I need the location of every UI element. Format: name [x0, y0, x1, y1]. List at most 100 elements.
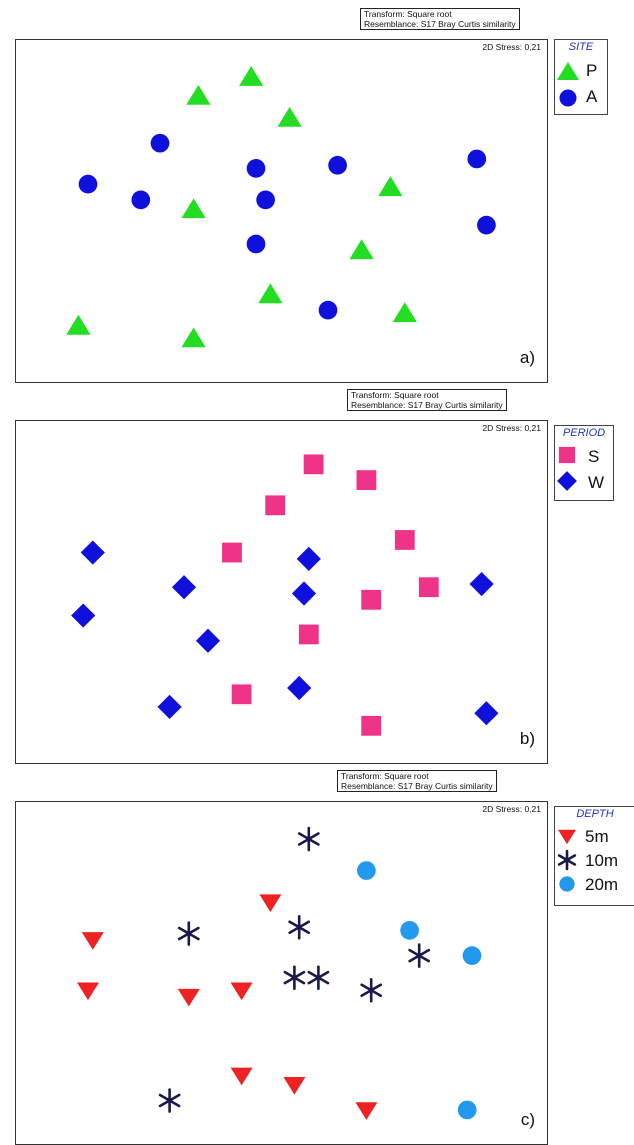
transform-text: Transform: Square root [351, 390, 439, 400]
point-5m [283, 1077, 306, 1095]
legend-marker-p [557, 62, 579, 80]
legend-marker-20m [559, 876, 575, 892]
point-5m [77, 982, 99, 1001]
point-w [291, 581, 317, 606]
transform-box: Transform: Square root Resemblance: S17 … [360, 8, 520, 30]
point-w [474, 701, 499, 726]
stress-label: 2D Stress: 0,21 [482, 42, 541, 52]
point-10m [408, 943, 431, 968]
point-p [392, 302, 417, 323]
point-a [256, 190, 275, 210]
point-w [80, 540, 105, 565]
legend-label-5m: 5m [585, 827, 609, 846]
legend-marker-5m [558, 829, 576, 845]
resemblance-text: Resemblance: S17 Bray Curtis similarity [364, 19, 516, 29]
point-w [195, 628, 221, 653]
plot-area: 2D Stress: 0,21 b) [15, 420, 548, 764]
panel-a: Transform: Square root Resemblance: S17 … [0, 0, 634, 383]
legend-title: PERIOD [562, 427, 606, 439]
point-s [394, 530, 415, 550]
point-p [66, 314, 91, 335]
point-10m [307, 965, 330, 990]
point-a [318, 300, 338, 320]
point-w [71, 603, 96, 628]
point-s [222, 542, 242, 563]
point-p [277, 107, 302, 127]
point-20m [462, 946, 482, 965]
point-s [303, 454, 324, 475]
legend-label-a: A [586, 87, 598, 106]
point-p [258, 283, 283, 304]
point-w [296, 546, 321, 571]
point-5m [230, 1067, 253, 1086]
point-p [181, 198, 206, 219]
point-5m [230, 982, 253, 1001]
point-s [265, 495, 286, 516]
plot-area: 2D Stress: 0,21 a) [15, 39, 548, 383]
transform-box: Transform: Square root Resemblance: S17 … [337, 770, 497, 792]
point-p [239, 66, 264, 86]
transform-box: Transform: Square root Resemblance: S17 … [347, 389, 507, 411]
point-w [469, 571, 494, 597]
transform-text: Transform: Square root [341, 771, 429, 781]
legend-label-w: W [588, 473, 605, 492]
point-10m [283, 965, 306, 990]
resemblance-text: Resemblance: S17 Bray Curtis similarity [341, 781, 493, 791]
point-a [477, 215, 496, 235]
panel-label: b) [519, 729, 535, 748]
point-p [349, 239, 374, 260]
panel-label: a) [519, 348, 535, 367]
panel-b: Transform: Square root Resemblance: S17 … [0, 381, 634, 764]
scatter-layer [77, 826, 577, 1120]
legend-marker-10m [557, 849, 577, 871]
point-p [378, 176, 403, 197]
legend-marker-s [558, 446, 576, 464]
point-s [361, 715, 382, 736]
point-p [181, 327, 206, 348]
plot-area: 2D Stress: 0,21 c) [15, 801, 548, 1145]
point-5m [259, 894, 282, 912]
point-5m [81, 932, 104, 950]
point-a [246, 159, 266, 178]
stress-label: 2D Stress: 0,21 [482, 423, 541, 433]
point-s [418, 577, 439, 598]
panel-c: Transform: Square root Resemblance: S17 … [0, 762, 634, 1145]
point-a [131, 190, 151, 210]
point-a [150, 133, 170, 153]
point-s [361, 589, 382, 610]
point-p [186, 84, 211, 105]
point-a [78, 174, 98, 194]
point-10m [288, 914, 311, 940]
point-20m [457, 1100, 477, 1120]
point-10m [297, 826, 320, 852]
stress-label: 2D Stress: 0,21 [482, 804, 541, 814]
point-20m [357, 861, 376, 880]
scatter-layer [66, 62, 579, 348]
legend-title: DEPTH [576, 808, 614, 820]
point-a [467, 149, 487, 169]
legend: SITE P A [554, 39, 608, 115]
point-w [157, 694, 182, 719]
point-s [356, 470, 377, 490]
legend-title: SITE [568, 41, 594, 53]
point-20m [400, 921, 419, 940]
point-10m [177, 921, 200, 946]
legend-label-10m: 10m [585, 851, 619, 870]
point-10m [360, 977, 383, 1003]
point-s [231, 684, 252, 705]
scatter-layer [71, 446, 577, 736]
point-5m [355, 1102, 378, 1120]
panel-label: c) [520, 1110, 535, 1129]
point-10m [158, 1088, 181, 1113]
legend-marker-w [557, 471, 577, 491]
point-w [171, 575, 197, 600]
resemblance-text: Resemblance: S17 Bray Curtis similarity [351, 400, 503, 410]
point-s [298, 624, 319, 645]
point-a [328, 155, 347, 175]
legend-label-s: S [588, 447, 600, 466]
point-5m [177, 988, 200, 1007]
legend-label-20m: 20m [585, 875, 619, 894]
point-a [246, 234, 266, 254]
transform-text: Transform: Square root [364, 9, 452, 19]
point-w [287, 675, 312, 701]
